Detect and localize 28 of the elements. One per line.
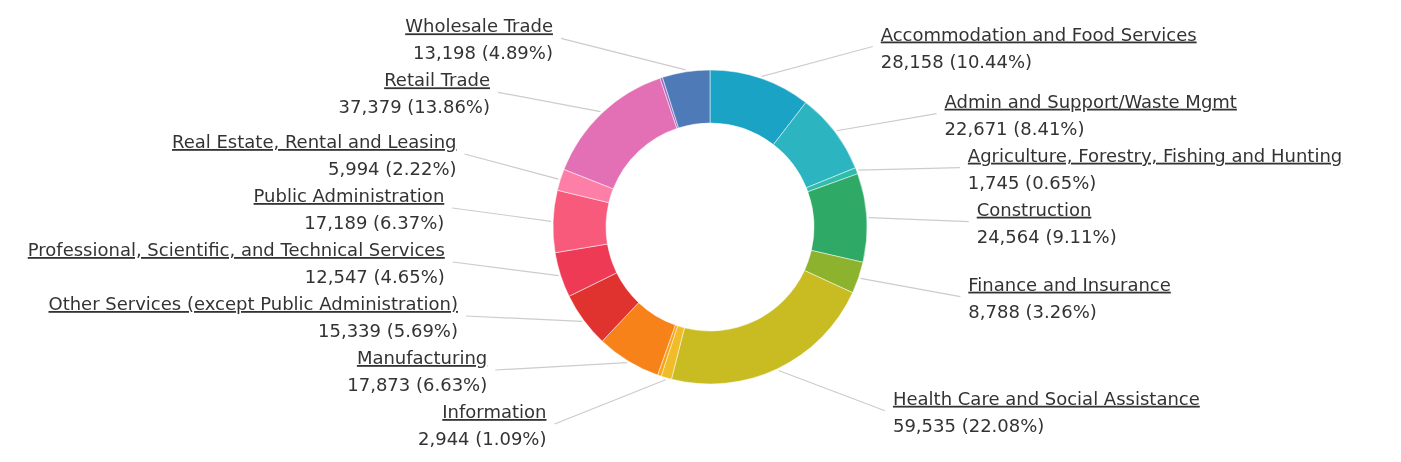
slice-label: Manufacturing <box>356 347 488 368</box>
slice-label: Professional, Scientific, and Technical Services <box>27 239 445 260</box>
data-label: 37,379 (13.86%) <box>338 96 490 118</box>
data-label: 17,189 (6.37%) <box>304 212 445 233</box>
data-label: 22,671 (8.41%) <box>944 117 1085 139</box>
slice-label: Agriculture, Forestry, Fishing and Hunting <box>967 144 1343 166</box>
data-label: 1,745 (0.65%) <box>967 171 1097 193</box>
slice-label: Public Administration <box>253 185 445 206</box>
slice-label: Accommodation and Food Services <box>880 23 1197 45</box>
data-label: 15,339 (5.69%) <box>318 320 458 341</box>
slice-label: Admin and Support/Waste Mgmt <box>944 90 1237 112</box>
data-label: 17,873 (6.63%) <box>347 374 488 395</box>
slice-label: Wholesale Trade <box>405 15 553 37</box>
data-label: 12,547 (4.65%) <box>304 266 445 287</box>
data-label: 24,564 (9.11%) <box>976 225 1117 247</box>
slice-label: Other Services (except Public Administration) <box>48 293 458 314</box>
data-label: 28,158 (10.44%) <box>880 50 1033 72</box>
data-label: 8,788 (3.26%) <box>968 300 1097 322</box>
slice-label: Finance and Insurance <box>968 273 1171 295</box>
data-label: 59,535 (22.08%) <box>892 414 1045 436</box>
slice-label: Retail Trade <box>384 69 490 91</box>
data-label: 13,198 (4.89%) <box>413 42 553 64</box>
data-label: 5,994 (2.22%) <box>328 158 457 179</box>
slice-label: Construction <box>976 198 1092 220</box>
slice-label: Health Care and Social Assistance <box>892 387 1200 409</box>
slice-label: Information <box>442 401 547 422</box>
slice-label: Real Estate, Rental and Leasing <box>171 131 457 152</box>
data-label: 2,944 (1.09%) <box>418 428 547 449</box>
